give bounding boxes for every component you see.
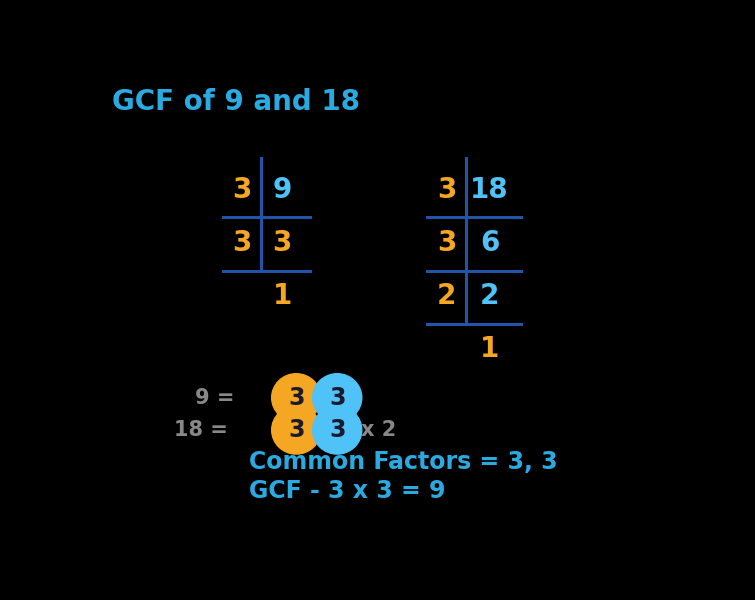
Text: 3: 3 (329, 418, 346, 442)
Text: GCF - 3 x 3 = 9: GCF - 3 x 3 = 9 (249, 479, 446, 503)
Text: 3: 3 (329, 386, 346, 410)
Text: 1: 1 (273, 282, 292, 310)
Ellipse shape (272, 406, 321, 454)
Text: 18: 18 (470, 176, 509, 204)
Text: 3: 3 (437, 229, 456, 257)
Text: Common Factors = 3, 3: Common Factors = 3, 3 (249, 451, 558, 475)
Text: 3: 3 (437, 176, 456, 204)
Text: 1: 1 (480, 335, 499, 363)
Text: GCF of 9 and 18: GCF of 9 and 18 (112, 88, 360, 116)
Text: 2: 2 (437, 282, 456, 310)
Text: 3: 3 (273, 229, 292, 257)
Ellipse shape (313, 374, 362, 422)
Text: 6: 6 (480, 229, 499, 257)
Text: 3: 3 (288, 386, 304, 410)
Text: 2: 2 (480, 282, 499, 310)
Text: x 2: x 2 (361, 420, 396, 440)
Ellipse shape (272, 374, 321, 422)
Text: 3: 3 (232, 229, 251, 257)
Ellipse shape (313, 406, 362, 454)
Text: 9: 9 (273, 176, 292, 204)
Text: 9 =: 9 = (196, 388, 235, 408)
Text: 18 =: 18 = (174, 420, 228, 440)
Text: 3: 3 (232, 176, 251, 204)
Text: 3: 3 (288, 418, 304, 442)
